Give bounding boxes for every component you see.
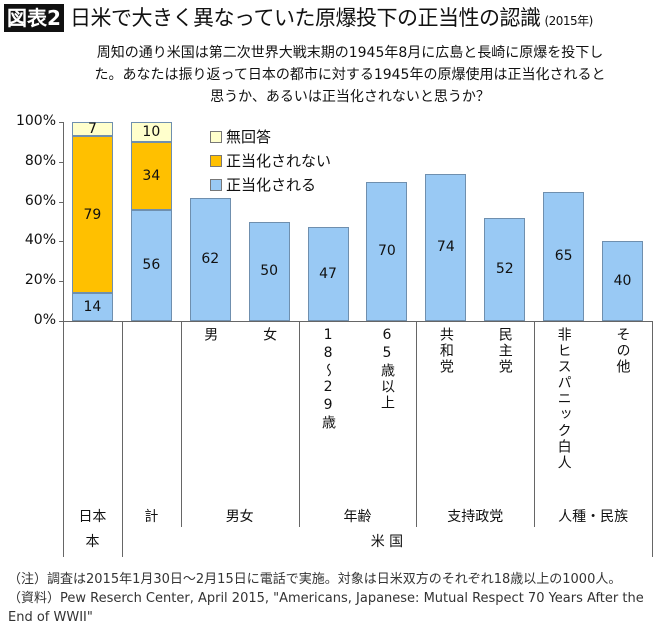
bar-segment: 47	[307, 227, 349, 321]
country-separator	[63, 527, 64, 557]
category-label: 65歳以上	[378, 327, 395, 411]
category-label: 女	[261, 327, 278, 343]
data-label: 34	[142, 167, 161, 184]
footnotes: （注）調査は2015年1月30日～2月15日に電話で実施。対象は日米双方のそれぞ…	[8, 570, 668, 627]
category-label: 非ヒスパニック白人	[555, 327, 572, 471]
category-label: その他	[614, 327, 631, 375]
y-tick-label: 60%	[24, 192, 56, 209]
category-label: 民主党	[496, 327, 513, 375]
category-separator	[652, 321, 653, 527]
country-separator	[652, 527, 653, 557]
legend-item-justified: 正当化される	[210, 173, 331, 197]
bar-segment: 40	[602, 241, 644, 321]
legend-item-no-answer: 無回答	[210, 125, 331, 149]
group-label: 男女	[225, 509, 254, 525]
figure-badge: 図表2	[4, 4, 64, 32]
title-year: (2015年)	[544, 14, 593, 28]
survey-question: 周知の通り米国は第二次世界大戦末期の1945年8月に広島と長崎に原爆を投下した。…	[94, 45, 606, 105]
y-tick-mark	[59, 161, 63, 163]
legend-swatch	[210, 131, 222, 143]
legend-item-not-justified: 正当化されない	[210, 149, 331, 173]
data-label: 74	[436, 239, 455, 256]
y-tick-mark	[59, 241, 63, 243]
bar-segment: 70	[366, 181, 408, 321]
bar-segment: 56	[130, 209, 172, 321]
y-tick-label: 100%	[15, 113, 56, 129]
group-label: 年齢	[343, 509, 372, 525]
legend-label: 正当化されない	[226, 152, 332, 170]
country-label: 本	[85, 534, 100, 550]
y-tick-mark	[59, 321, 63, 322]
data-label: 62	[201, 251, 220, 268]
category-separator	[299, 321, 300, 527]
group-label: 支持政党	[447, 509, 504, 525]
bar-segment: 65	[543, 191, 585, 321]
y-tick-label: 40%	[24, 232, 56, 249]
bar-segment: 74	[425, 173, 467, 321]
country-label: 米 国	[370, 534, 404, 550]
x-axis-line	[63, 321, 652, 322]
data-label: 47	[319, 266, 337, 283]
legend-swatch	[210, 179, 222, 191]
group-label: 人種・民族	[558, 509, 629, 525]
bar-segment: 52	[484, 217, 526, 321]
bar-segment: 14	[71, 293, 113, 321]
country-separator	[121, 527, 123, 557]
y-tick-label: 0%	[33, 312, 56, 328]
legend: 無回答 正当化されない 正当化される	[210, 125, 331, 197]
title-text: 日米で大きく異なっていた原爆投下の正当性の認識	[70, 6, 541, 30]
data-label: 50	[260, 263, 279, 280]
data-label: 70	[378, 243, 396, 260]
y-tick-label: 80%	[24, 152, 56, 169]
y-tick-mark	[59, 281, 63, 283]
bar-segment: 34	[130, 141, 172, 210]
category-separator	[416, 321, 417, 527]
category-separator	[122, 321, 123, 527]
data-label: 7	[87, 120, 97, 137]
legend-label: 無回答	[226, 128, 272, 146]
category-separator	[63, 321, 64, 527]
note-survey: （注）調査は2015年1月30日～2月15日に電話で実施。対象は日米双方のそれぞ…	[8, 572, 622, 587]
data-label: 79	[83, 206, 102, 223]
bar-segment: 62	[189, 197, 231, 321]
note-source: （資料）Pew Reserch Center, April 2015, "Ame…	[8, 591, 644, 625]
data-label: 14	[83, 299, 102, 316]
bar-segment: 50	[248, 221, 290, 321]
legend-swatch	[210, 155, 222, 167]
y-tick-label: 20%	[24, 272, 56, 289]
data-label: 56	[142, 257, 161, 274]
y-axis-line	[63, 122, 64, 321]
bar-segment: 79	[71, 135, 113, 294]
category-separator	[534, 321, 535, 527]
group-label: 計	[144, 509, 159, 525]
legend-label: 正当化される	[226, 176, 317, 194]
category-label: 共和党	[437, 327, 454, 375]
chart-title: 日米で大きく異なっていた原爆投下の正当性の認識 (2015年)	[70, 4, 593, 35]
y-tick-mark	[59, 122, 63, 123]
data-label: 52	[495, 261, 514, 278]
bar-segment: 7	[71, 120, 113, 137]
bar-segment: 10	[130, 122, 172, 142]
category-separator	[181, 321, 182, 527]
data-label: 10	[142, 123, 161, 140]
data-label: 65	[554, 248, 573, 265]
category-label: 男	[202, 327, 219, 343]
data-label: 40	[613, 273, 632, 290]
category-label: 18～29歳	[320, 327, 337, 431]
group-label: 日本	[78, 509, 107, 525]
y-tick-mark	[59, 201, 63, 203]
